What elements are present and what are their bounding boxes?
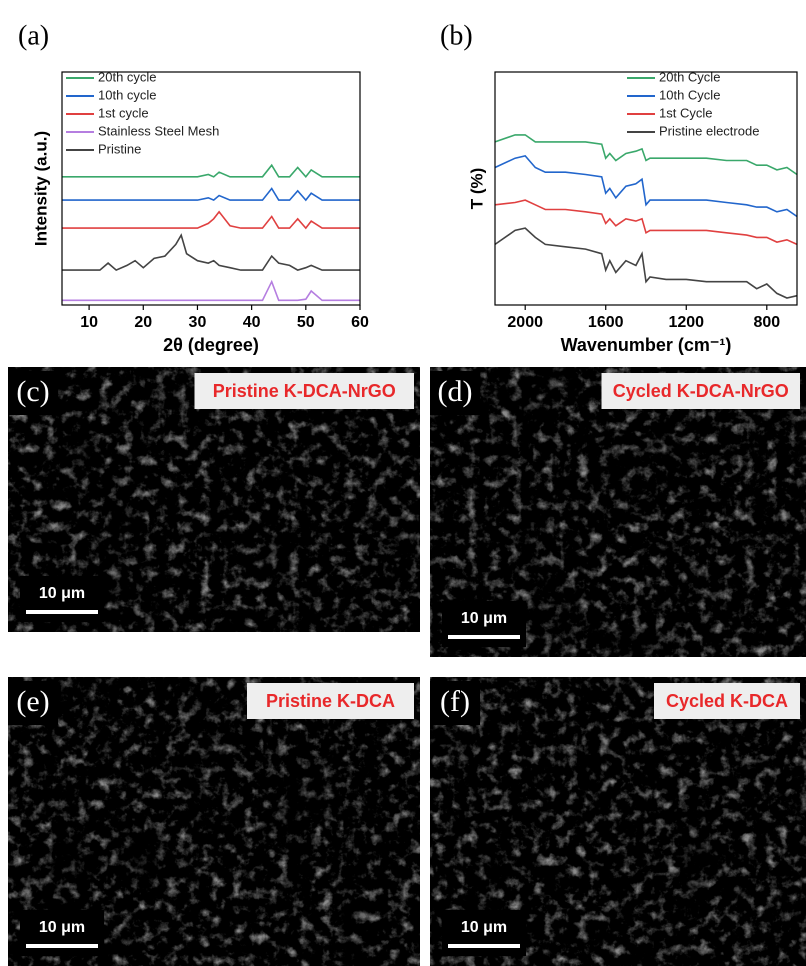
- plot-frame: [495, 72, 797, 305]
- x-tick-label: 60: [351, 314, 369, 331]
- panel-label: (e): [16, 685, 49, 718]
- y-axis-label: T (%): [467, 168, 486, 210]
- panel-label: (b): [440, 20, 473, 51]
- panel-label: (c): [16, 375, 49, 408]
- x-tick-label: 1600: [588, 314, 624, 331]
- panel-label: (f): [440, 685, 470, 718]
- figure: (c) Pristine K-DCA-NrGO 10 μm (d) Cycled K-D…: [0, 0, 806, 966]
- series-line: [495, 135, 797, 175]
- series-line: [495, 228, 797, 298]
- x-tick-label: 1200: [668, 314, 704, 331]
- series-line: [62, 235, 360, 270]
- x-tick-label: 40: [243, 314, 261, 331]
- legend-label: 1st cycle: [98, 105, 149, 120]
- series-line: [62, 282, 360, 301]
- sem-images: (c) Pristine K-DCA-NrGO 10 μm (d) Cycled K-D…: [8, 367, 806, 966]
- panel-label: (d): [438, 375, 473, 408]
- series-line: [62, 189, 360, 201]
- x-axis-label: Wavenumber (cm⁻¹): [561, 335, 732, 355]
- image-caption: Cycled K-DCA: [666, 691, 788, 711]
- legend-label: 10th cycle: [98, 87, 157, 102]
- series-line: [62, 165, 360, 177]
- panel-label: (a): [18, 20, 49, 51]
- scale-bar-label: 10 μm: [39, 919, 85, 936]
- x-tick-label: 30: [189, 314, 207, 331]
- legend-label: Pristine: [98, 141, 141, 156]
- y-axis-label: Intensity (a.u.): [31, 131, 50, 246]
- series-line: [62, 212, 360, 228]
- x-tick-label: 800: [753, 314, 780, 331]
- image-caption: Pristine K-DCA-NrGO: [213, 381, 396, 401]
- legend-label: 10th Cycle: [659, 87, 720, 102]
- x-tick-label: 2000: [507, 314, 543, 331]
- x-tick-label: 20: [134, 314, 152, 331]
- x-tick-label: 50: [297, 314, 315, 331]
- legend-label: Stainless Steel Mesh: [98, 123, 219, 138]
- legend-label: Pristine electrode: [659, 123, 759, 138]
- x-tick-label: 10: [80, 314, 98, 331]
- image-caption: Pristine K-DCA: [266, 691, 395, 711]
- x-axis-label: 2θ (degree): [163, 335, 259, 355]
- scale-bar-label: 10 μm: [461, 919, 507, 936]
- legend-label: 1st Cycle: [659, 105, 712, 120]
- image-caption: Cycled K-DCA-NrGO: [613, 381, 789, 401]
- scale-bar-label: 10 μm: [39, 585, 85, 602]
- scale-bar-label: 10 μm: [461, 610, 507, 627]
